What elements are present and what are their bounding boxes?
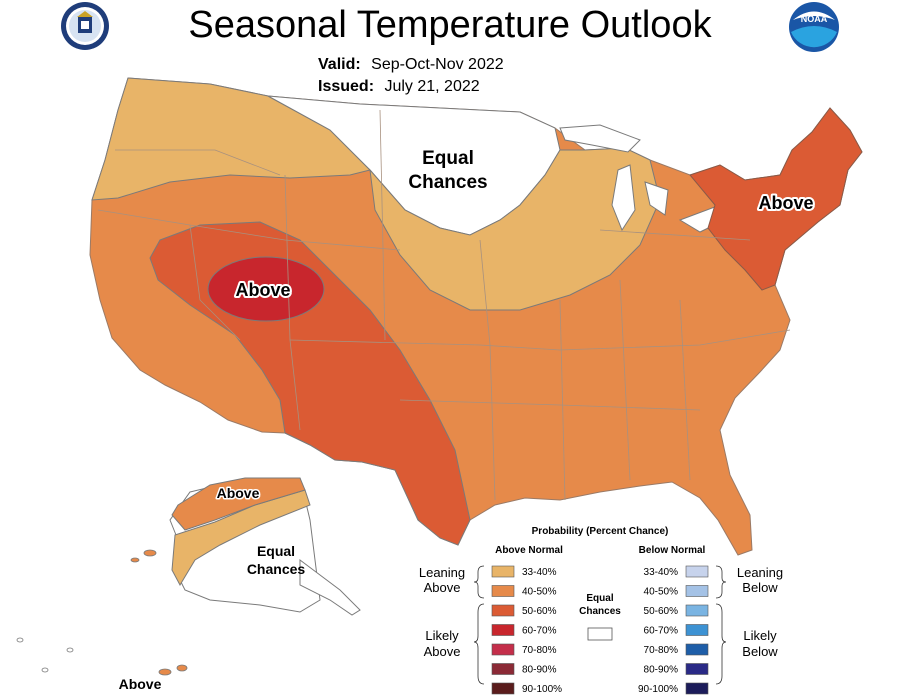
above-alaska-label: Above [217, 485, 260, 501]
alaska-equal-label-1: Equal [257, 543, 295, 559]
above-alaska-halo: Above [217, 485, 260, 501]
legend-equal-label-1: Equal [586, 593, 613, 604]
legend-below-bin-label: 50-60% [644, 606, 679, 617]
issued-line: Issued: July 21, 2022 [318, 78, 480, 96]
legend-below-bin-label: 90-100% [638, 684, 678, 695]
alaska-equal-label-2: Chances [247, 561, 306, 577]
legend-above-bin-swatch [491, 643, 515, 656]
valid-value: Sep-Oct-Nov 2022 [371, 56, 504, 73]
legend-above-bin-swatch [491, 604, 515, 617]
legend-above-bin-label: 40-50% [522, 587, 557, 598]
legend-below-bin-label: 70-80% [644, 645, 679, 656]
above-northeast-label: Above [758, 193, 813, 213]
legend-bracket-likely-below [715, 603, 727, 685]
legend-below-bin-label: 80-90% [644, 665, 679, 676]
legend-likely-below-2: Below [742, 644, 778, 659]
midwest-leaning-region [369, 147, 661, 311]
legend-bracket-likely-above [473, 603, 485, 685]
equal-chances-label-1: Equal [422, 148, 474, 169]
legend-below-bin-swatch [685, 663, 709, 675]
legend-above-bin-label: 90-100% [522, 684, 562, 695]
rockies-likely-above-region [207, 256, 325, 322]
legend-leaning-above-2: Above [424, 580, 461, 595]
legend-below-bin-label: 60-70% [644, 626, 679, 637]
equal-chances-label-2: Chances [408, 172, 487, 193]
legend-below-bin-label: 33-40% [644, 567, 679, 578]
legend: Probability (Percent Chance) Above Norma… [419, 526, 783, 695]
issued-label: Issued: [318, 78, 375, 95]
legend-below-bin-swatch [685, 682, 709, 695]
legend-below-bin-swatch [685, 604, 709, 617]
legend-below-header: Below Normal [639, 545, 706, 556]
alaska-leaning-region [171, 489, 311, 587]
above-west-halo: Above [235, 280, 290, 300]
legend-below-swatches: 33-40% 40-50% 50-60% 60-70% 70-80% 80-90% 90-1… [638, 565, 709, 695]
legend-above-bin-label: 60-70% [522, 626, 557, 637]
legend-title: Probability (Percent Chance) [532, 526, 669, 537]
legend-above-swatches: 33-40% 40-50% 50-60% 60-70% 70-80% 80-90% 90-1… [491, 565, 562, 695]
legend-above-bin-swatch [491, 585, 515, 597]
commerce-seal-icon [61, 2, 109, 50]
above-northeast-halo: Above [758, 193, 813, 213]
legend-above-bin-swatch [491, 663, 515, 675]
legend-above-bin-label: 80-90% [522, 665, 557, 676]
legend-above-bin-label: 50-60% [522, 606, 557, 617]
legend-above-bin-label: 70-80% [522, 645, 557, 656]
legend-likely-below-1: Likely [743, 628, 777, 643]
legend-leaning-below-2: Below [742, 580, 778, 595]
legend-likely-above-2: Above [424, 644, 461, 659]
legend-equal-swatch [587, 627, 613, 641]
legend-leaning-above-1: Leaning [419, 565, 465, 580]
above-west-label: Above [235, 280, 290, 300]
issued-value: July 21, 2022 [384, 78, 480, 95]
alaska-panhandle [299, 559, 361, 616]
valid-label: Valid: [318, 56, 361, 73]
legend-likely-above-1: Likely [425, 628, 459, 643]
legend-below-bin-label: 40-50% [644, 587, 679, 598]
legend-bracket-leaning-above [473, 565, 485, 599]
noaa-logo-icon: NOAA [789, 2, 839, 52]
state-borders [97, 109, 791, 501]
legend-above-bin-swatch [491, 682, 515, 695]
legend-bracket-leaning-below [715, 565, 727, 599]
northeast-above-region [689, 107, 863, 291]
alaska-above-region [171, 477, 306, 531]
legend-equal-label-2: Chances [579, 606, 621, 617]
legend-above-bin-swatch [491, 624, 515, 636]
legend-below-bin-swatch [685, 624, 709, 636]
legend-leaning-below-1: Leaning [737, 565, 783, 580]
legend-below-bin-swatch [685, 565, 709, 578]
legend-above-header: Above Normal [495, 545, 563, 556]
valid-line: Valid: Sep-Oct-Nov 2022 [318, 56, 504, 74]
page-title: Seasonal Temperature Outlook [188, 4, 712, 46]
legend-below-bin-swatch [685, 643, 709, 656]
noaa-logo-text: NOAA [801, 14, 828, 24]
hawaii-islands [16, 637, 74, 673]
legend-above-bin-swatch [491, 565, 515, 578]
legend-above-bin-label: 33-40% [522, 567, 557, 578]
legend-below-bin-swatch [685, 585, 709, 597]
above-hawaii-label: Above [119, 676, 162, 692]
aleutian-islands [130, 549, 188, 676]
